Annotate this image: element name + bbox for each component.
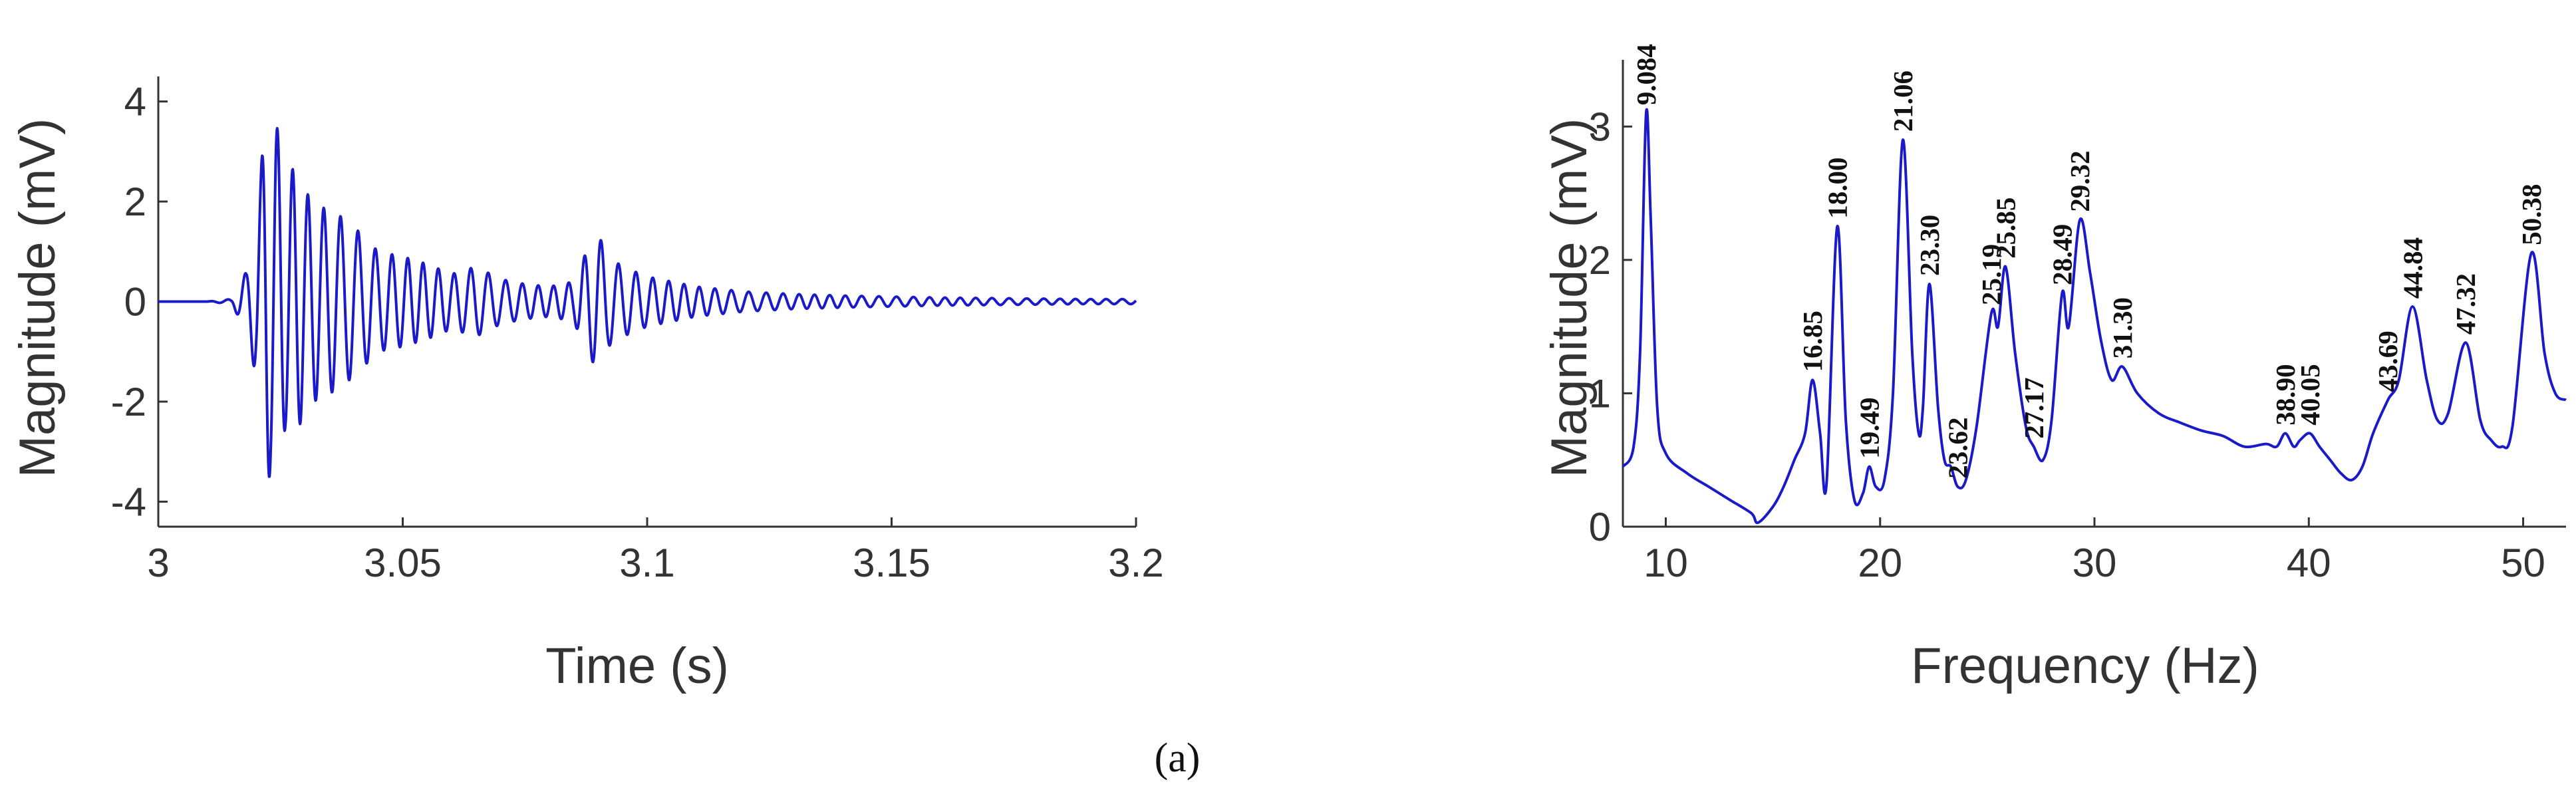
time-y-tick-label: -4 [111,479,146,524]
peak-label: 28.49 [2047,224,2077,285]
frequency-x-tick-label: 40 [2287,541,2331,585]
time-x-tick-label: 3.1 [619,541,674,585]
time-y-tick-label: 0 [124,280,146,325]
peak-label: 31.30 [2107,297,2138,358]
time-x-tick-label: 3.2 [1108,541,1163,585]
peak-label: 43.69 [2372,331,2403,392]
frequency-y-tick-label: 1 [1589,371,1611,416]
peak-label: 27.17 [2019,377,2049,438]
peak-label: 25.19 [1976,244,2007,305]
peak-label: 44.84 [2397,237,2428,299]
frequency-spectrum-chart: Frequency (Hz) Magnitude (mV) 10 20 30 40 50… [1541,44,2567,694]
time-y-axis-title: Magnitude (mV) [9,118,66,478]
time-x-axis-title: Time (s) [545,638,729,694]
peak-label: 21.06 [1888,70,1918,132]
frequency-x-tick-label: 50 [2501,541,2545,585]
figure-caption: (a) [1155,735,1201,781]
peak-label: 9.084 [1631,44,1661,105]
peak-label: 25.85 [1990,198,2021,259]
frequency-x-axis-title: Frequency (Hz) [1911,638,2259,694]
peak-label: 16.85 [1797,311,1828,372]
time-x-tick-label: 3.05 [364,541,442,585]
frequency-x-tick-label: 30 [2073,541,2117,585]
peak-label: 18.00 [1822,157,1852,218]
spectrum-line [1622,108,2567,525]
frequency-x-tick-label: 20 [1858,541,1902,585]
frequency-y-tick-label: 3 [1589,104,1611,149]
time-signal-chart: Time (s) Magnitude (mV) 3 3.05 3.1 3.15 3.2 -… [9,76,1164,694]
peak-label: 29.32 [2065,150,2095,211]
time-x-tick-label: 3 [147,541,169,585]
peak-label: 38.90 [2270,364,2301,425]
peak-label: 47.32 [2450,273,2481,334]
frequency-x-tick-label: 10 [1644,541,1688,585]
peak-label: 50.38 [2516,184,2547,245]
peak-label: 23.30 [1914,215,1945,276]
frequency-y-tick-label: 2 [1589,238,1611,283]
frequency-y-axis-title: Magnitude (mV) [1541,118,1598,478]
peak-label: 19.49 [1854,397,1884,458]
time-signal-line [157,126,1137,478]
frequency-y-tick-label: 0 [1589,505,1611,549]
time-y-tick-label: -2 [111,380,146,424]
peak-label: 40.05 [2295,364,2325,425]
time-y-tick-label: 4 [124,80,146,124]
peak-label: 23.62 [1942,418,1973,479]
time-y-tick-label: 2 [124,180,146,224]
time-x-tick-label: 3.15 [853,541,930,585]
